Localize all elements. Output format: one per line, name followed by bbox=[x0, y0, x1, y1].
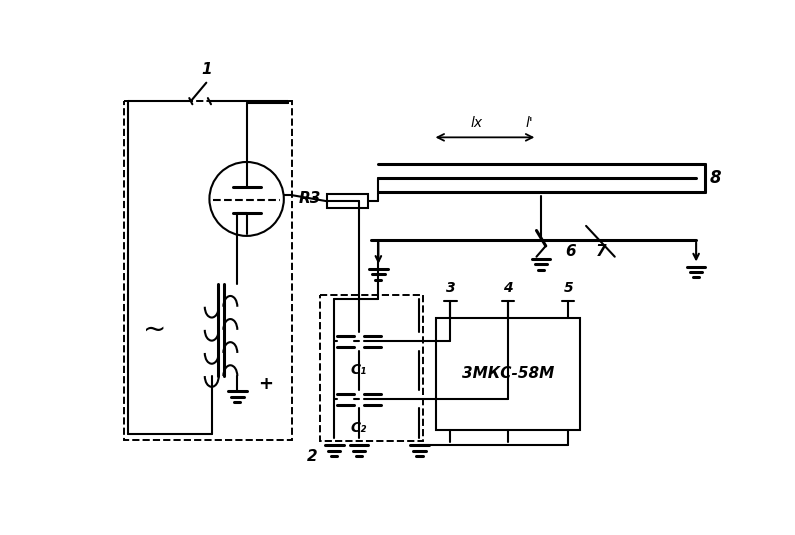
Text: 1: 1 bbox=[201, 62, 211, 77]
Text: 7: 7 bbox=[596, 243, 607, 258]
Bar bbox=[124, 101, 292, 440]
Text: l': l' bbox=[525, 116, 533, 129]
Text: C₁: C₁ bbox=[351, 363, 367, 377]
Bar bbox=[328, 194, 367, 208]
Text: R3: R3 bbox=[299, 192, 321, 207]
Text: 5: 5 bbox=[564, 281, 573, 295]
Text: 4: 4 bbox=[503, 281, 513, 295]
Text: ~: ~ bbox=[143, 316, 167, 344]
Bar bbox=[320, 295, 423, 441]
Text: 6: 6 bbox=[565, 243, 576, 258]
Text: 2: 2 bbox=[307, 449, 318, 464]
Text: C₂: C₂ bbox=[351, 421, 367, 435]
Bar bbox=[436, 318, 580, 430]
Text: 8: 8 bbox=[710, 169, 722, 187]
Text: +: + bbox=[258, 374, 273, 393]
Text: 3МКС-58М: 3МКС-58М bbox=[462, 366, 554, 381]
Text: lx: lx bbox=[471, 116, 483, 129]
Text: 3: 3 bbox=[446, 281, 456, 295]
